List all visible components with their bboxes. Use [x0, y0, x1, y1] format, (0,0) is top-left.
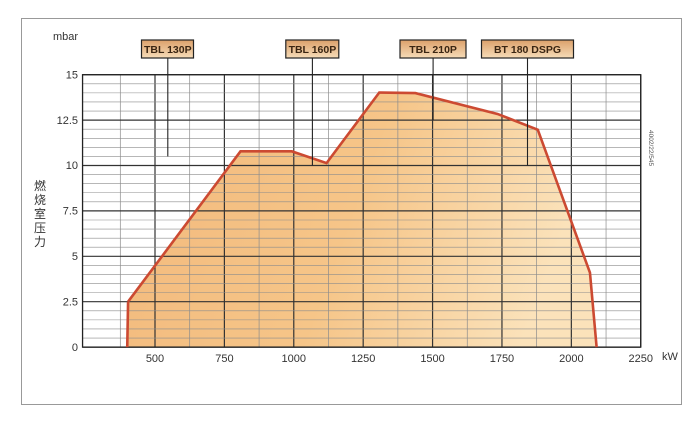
svg-text:烧: 烧	[34, 193, 46, 207]
svg-text:mbar: mbar	[53, 31, 78, 43]
svg-text:10: 10	[66, 160, 78, 172]
svg-text:1500: 1500	[420, 353, 444, 365]
svg-text:1000: 1000	[282, 353, 306, 365]
svg-text:压: 压	[34, 221, 46, 235]
svg-text:室: 室	[34, 206, 46, 221]
svg-text:2.5: 2.5	[63, 297, 78, 309]
svg-text:力: 力	[34, 235, 46, 249]
svg-text:4002/22/545: 4002/22/545	[647, 130, 654, 167]
svg-text:7.5: 7.5	[63, 206, 78, 218]
svg-text:500: 500	[146, 353, 164, 365]
svg-text:5: 5	[72, 251, 78, 263]
svg-text:1250: 1250	[351, 353, 375, 365]
svg-text:15: 15	[66, 70, 78, 82]
svg-text:BT 180 DSPG: BT 180 DSPG	[494, 44, 561, 56]
svg-text:燃: 燃	[34, 178, 46, 193]
svg-text:1750: 1750	[490, 353, 514, 365]
svg-text:750: 750	[215, 353, 233, 365]
svg-text:kW: kW	[662, 351, 679, 363]
svg-text:TBL 130P: TBL 130P	[144, 44, 192, 56]
svg-text:TBL 210P: TBL 210P	[409, 44, 457, 56]
svg-text:12.5: 12.5	[57, 115, 78, 127]
svg-text:2250: 2250	[628, 353, 652, 365]
svg-text:0: 0	[72, 342, 78, 354]
svg-text:2000: 2000	[559, 353, 583, 365]
svg-text:TBL 160P: TBL 160P	[289, 44, 337, 56]
